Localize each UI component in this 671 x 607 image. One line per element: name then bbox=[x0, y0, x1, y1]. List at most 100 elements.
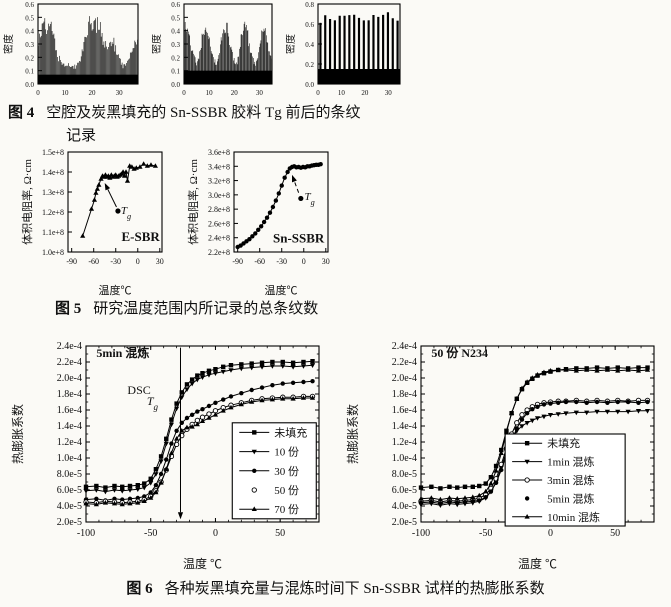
svg-text:10: 10 bbox=[338, 89, 346, 97]
fig6-panels: -100 -50 0 50 2.4e-4 2.2e-4 2.0e-4 1.8e-4 1.6e-4… bbox=[6, 338, 666, 573]
svg-text:0: 0 bbox=[182, 89, 186, 97]
svg-text:0.3: 0.3 bbox=[171, 41, 180, 49]
svg-text:1.1e+8: 1.1e+8 bbox=[42, 228, 64, 237]
fig5-snssbr-chart: -90 -60 -30 0 30 2.2e+8 2.4e+8 2.6e+8 2.8e+8 3.0e… bbox=[186, 148, 330, 297]
svg-text:未填充: 未填充 bbox=[274, 425, 307, 439]
fig4-panel2-chart: 0 10 20 30 0.0 0.1 0.2 0.3 0.4 0.5 0.6 密度 bbox=[152, 1, 273, 97]
svg-text:2.0e-4: 2.0e-4 bbox=[392, 373, 417, 384]
svg-text:-90: -90 bbox=[66, 257, 77, 266]
svg-text:-100: -100 bbox=[412, 528, 430, 539]
svg-text:0: 0 bbox=[136, 257, 140, 266]
svg-text:8.0e-5: 8.0e-5 bbox=[392, 469, 417, 480]
svg-text:热膨胀系数: 热膨胀系数 bbox=[10, 404, 25, 464]
svg-text:8.0e-5: 8.0e-5 bbox=[57, 469, 82, 480]
svg-text:30: 30 bbox=[116, 89, 124, 97]
svg-text:2.2e-4: 2.2e-4 bbox=[392, 357, 417, 368]
svg-text:-60: -60 bbox=[88, 257, 99, 266]
svg-text:0.2: 0.2 bbox=[171, 54, 180, 62]
svg-text:5min 混炼: 5min 混炼 bbox=[96, 345, 149, 360]
svg-text:5min 混炼: 5min 混炼 bbox=[547, 491, 594, 505]
svg-text:温度 ℃: 温度 ℃ bbox=[183, 556, 222, 571]
svg-text:3.6e+8: 3.6e+8 bbox=[208, 148, 230, 157]
svg-text:1.3e+8: 1.3e+8 bbox=[42, 188, 64, 197]
svg-text:30: 30 bbox=[322, 257, 330, 266]
fig5-caption-text: 研究温度范围内所记录的总条纹数 bbox=[93, 301, 319, 317]
svg-text:-30: -30 bbox=[110, 257, 121, 266]
svg-text:-100: -100 bbox=[77, 528, 95, 539]
svg-text:70 份: 70 份 bbox=[274, 503, 299, 516]
svg-text:10min 混炼: 10min 混炼 bbox=[547, 510, 600, 524]
svg-text:-90: -90 bbox=[232, 257, 243, 266]
svg-text:密度: 密度 bbox=[2, 34, 15, 54]
svg-text:2.2e+8: 2.2e+8 bbox=[208, 248, 230, 257]
svg-text:1.4e+8: 1.4e+8 bbox=[42, 168, 64, 177]
svg-text:DSC: DSC bbox=[127, 383, 150, 397]
svg-text:1.2e+8: 1.2e+8 bbox=[42, 208, 64, 217]
svg-text:1.6e-4: 1.6e-4 bbox=[57, 405, 82, 416]
svg-text:4.0e-5: 4.0e-5 bbox=[392, 501, 417, 512]
svg-text:2.4e-4: 2.4e-4 bbox=[57, 341, 82, 352]
svg-text:0: 0 bbox=[548, 528, 553, 539]
fig4-panels: 0 10 20 30 0.0 0.1 0.2 0.3 0.4 0.5 0.6 密度 0 10 20 30 0.… bbox=[2, 0, 404, 100]
fig5-caption: 图 5 研究温度范围内所记录的总条纹数 bbox=[55, 298, 318, 321]
svg-text:30: 30 bbox=[256, 89, 264, 97]
svg-text:1.0e-4: 1.0e-4 bbox=[57, 453, 82, 464]
svg-text:E-SBR: E-SBR bbox=[122, 229, 161, 244]
svg-text:1.2e-4: 1.2e-4 bbox=[392, 437, 417, 448]
svg-text:温度℃: 温度℃ bbox=[99, 283, 132, 297]
svg-text:2.0e-5: 2.0e-5 bbox=[57, 517, 82, 528]
svg-text:Tg: Tg bbox=[147, 394, 159, 412]
svg-text:1.8e-4: 1.8e-4 bbox=[392, 389, 417, 400]
fig6-mixtime-chart: -100 -50 0 50 2.4e-4 2.2e-4 2.0e-4 1.8e-4 1.6e-4… bbox=[10, 341, 320, 571]
svg-text:热膨胀系数: 热膨胀系数 bbox=[345, 404, 360, 464]
svg-text:0.1: 0.1 bbox=[25, 68, 34, 76]
svg-text:-30: -30 bbox=[276, 257, 287, 266]
svg-text:1.2e-4: 1.2e-4 bbox=[57, 437, 82, 448]
svg-text:3min 混炼: 3min 混炼 bbox=[547, 473, 594, 487]
svg-text:0: 0 bbox=[302, 257, 306, 266]
fig6-caption-text: 各种炭黑填充量与混炼时间下 Sn-SSBR 试样的热膨胀系数 bbox=[164, 581, 545, 597]
svg-text:-60: -60 bbox=[254, 257, 265, 266]
svg-text:0.6: 0.6 bbox=[25, 1, 34, 9]
fig6-caption-number: 图 6 bbox=[126, 581, 153, 597]
fig4-panel3-chart: 0 10 20 30 0.0 0.2 0.4 0.6 0.8 密度 bbox=[286, 1, 401, 97]
svg-text:体积电阻率, Ω·cm: 体积电阻率, Ω·cm bbox=[20, 159, 34, 245]
svg-text:30 份: 30 份 bbox=[274, 465, 299, 478]
svg-text:0.2: 0.2 bbox=[305, 61, 314, 69]
svg-text:20: 20 bbox=[231, 89, 239, 97]
svg-text:1.5e+8: 1.5e+8 bbox=[42, 148, 64, 157]
fig4-caption: 图 4 空腔及炭黑填充的 Sn-SSBR 胶料 Tg 前后的条纹 记录 bbox=[8, 102, 438, 149]
svg-text:2.2e-4: 2.2e-4 bbox=[57, 357, 82, 368]
svg-text:10: 10 bbox=[206, 89, 214, 97]
svg-text:Sn-SSBR: Sn-SSBR bbox=[273, 231, 325, 246]
svg-text:3.0e+8: 3.0e+8 bbox=[208, 191, 230, 200]
svg-text:0.6: 0.6 bbox=[305, 21, 314, 29]
svg-text:6.0e-5: 6.0e-5 bbox=[57, 485, 82, 496]
svg-text:1.0e-4: 1.0e-4 bbox=[392, 453, 417, 464]
svg-text:2.8e+8: 2.8e+8 bbox=[208, 205, 230, 214]
svg-text:3.4e+8: 3.4e+8 bbox=[208, 162, 230, 171]
svg-text:温度℃: 温度℃ bbox=[265, 283, 298, 297]
svg-text:2.4e+8: 2.4e+8 bbox=[208, 234, 230, 243]
svg-text:0: 0 bbox=[213, 528, 218, 539]
svg-text:密度: 密度 bbox=[286, 34, 297, 54]
svg-text:0.4: 0.4 bbox=[25, 28, 34, 36]
svg-text:0.5: 0.5 bbox=[25, 14, 34, 22]
svg-text:0.8: 0.8 bbox=[305, 1, 314, 9]
fig5-panels: -90 -60 -30 0 30 1.0e+8 1.1e+8 1.2e+8 1.3e+8 1.4e… bbox=[20, 147, 336, 299]
svg-text:0: 0 bbox=[316, 89, 320, 97]
svg-text:1min 混炼: 1min 混炼 bbox=[547, 455, 594, 469]
svg-text:10 份: 10 份 bbox=[274, 446, 299, 459]
svg-text:Tg: Tg bbox=[121, 205, 131, 221]
svg-text:体积电阻率, Ω·cm: 体积电阻率, Ω·cm bbox=[186, 159, 200, 245]
svg-text:未填充: 未填充 bbox=[547, 436, 580, 450]
svg-text:0.3: 0.3 bbox=[25, 41, 34, 49]
svg-text:6.0e-5: 6.0e-5 bbox=[392, 485, 417, 496]
svg-text:50 份 N234: 50 份 N234 bbox=[431, 345, 488, 360]
fig5-esbr-chart: -90 -60 -30 0 30 1.0e+8 1.1e+8 1.2e+8 1.3e+8 1.4e… bbox=[20, 148, 164, 297]
svg-text:10: 10 bbox=[62, 89, 70, 97]
svg-text:密度: 密度 bbox=[152, 34, 163, 54]
svg-text:30: 30 bbox=[385, 89, 393, 97]
svg-text:0.0: 0.0 bbox=[305, 81, 314, 89]
